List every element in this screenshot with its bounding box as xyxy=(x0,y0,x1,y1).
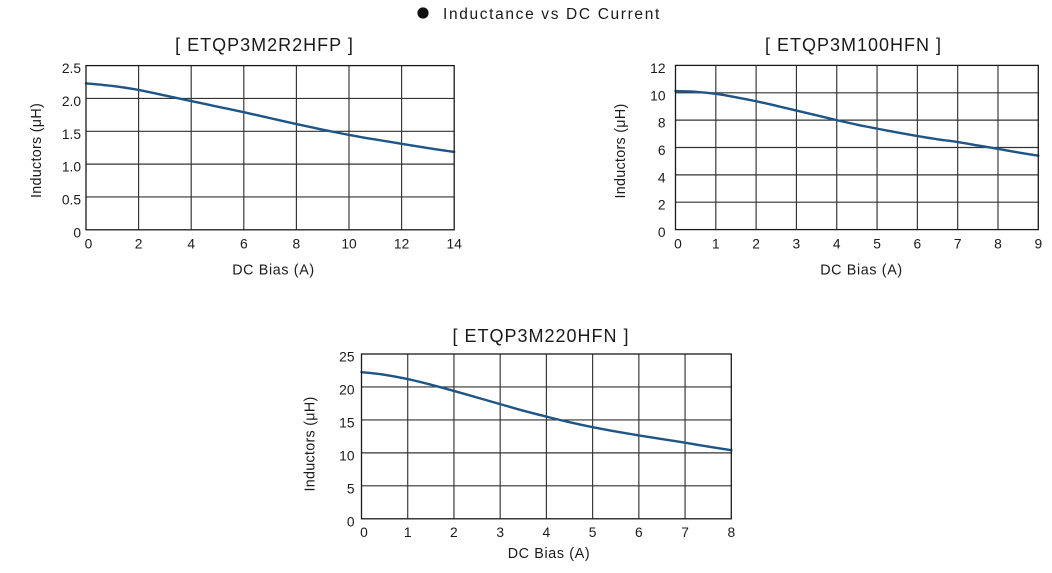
svg-text:DC Bias (A): DC Bias (A) xyxy=(508,546,591,562)
svg-text:[ ETQP3M220HFN ]: [ ETQP3M220HFN ] xyxy=(452,326,629,346)
svg-text:0: 0 xyxy=(674,236,682,251)
svg-text:4: 4 xyxy=(658,170,666,185)
svg-text:12: 12 xyxy=(394,236,409,251)
svg-text:6: 6 xyxy=(658,143,666,158)
svg-text:[ ETQP3M100HFN ]: [ ETQP3M100HFN ] xyxy=(765,35,942,55)
svg-text:0: 0 xyxy=(658,225,666,240)
svg-text:15: 15 xyxy=(339,415,355,430)
svg-text:0: 0 xyxy=(85,236,93,251)
svg-text:12: 12 xyxy=(650,61,665,76)
svg-text:1: 1 xyxy=(712,236,720,251)
svg-text:6: 6 xyxy=(635,525,643,540)
svg-text:2.5: 2.5 xyxy=(62,61,82,76)
svg-text:2: 2 xyxy=(658,198,666,213)
svg-text:5: 5 xyxy=(589,525,597,540)
svg-text:10: 10 xyxy=(339,448,355,463)
svg-text:DC Bias (A): DC Bias (A) xyxy=(820,263,903,279)
svg-text:Inductors (μH): Inductors (μH) xyxy=(303,396,319,491)
svg-text:4: 4 xyxy=(187,236,195,251)
svg-text:0: 0 xyxy=(73,225,81,240)
svg-text:8: 8 xyxy=(727,525,735,540)
svg-text:9: 9 xyxy=(1034,236,1042,251)
svg-text:6: 6 xyxy=(914,236,922,251)
svg-text:8: 8 xyxy=(994,236,1002,251)
svg-text:0: 0 xyxy=(347,514,355,529)
svg-text:1: 1 xyxy=(404,525,412,540)
svg-text:1.5: 1.5 xyxy=(62,127,82,142)
svg-text:2: 2 xyxy=(450,525,458,540)
svg-text:0: 0 xyxy=(360,525,368,540)
svg-text:4: 4 xyxy=(833,236,841,251)
svg-text:3: 3 xyxy=(793,236,801,251)
svg-text:Inductors (μH): Inductors (μH) xyxy=(29,103,45,198)
svg-text:20: 20 xyxy=(339,383,355,398)
svg-text:4: 4 xyxy=(543,525,551,540)
svg-text:7: 7 xyxy=(681,525,689,540)
svg-text:8: 8 xyxy=(658,116,666,131)
svg-text:[ ETQP3M2R2HFP ]: [ ETQP3M2R2HFP ] xyxy=(175,35,354,55)
svg-text:0.5: 0.5 xyxy=(62,193,82,208)
svg-text:10: 10 xyxy=(341,236,357,251)
svg-text:8: 8 xyxy=(293,236,301,251)
svg-text:DC Bias (A): DC Bias (A) xyxy=(232,263,315,279)
svg-text:5: 5 xyxy=(873,236,881,251)
svg-text:14: 14 xyxy=(447,236,463,251)
svg-text:10: 10 xyxy=(650,88,666,103)
svg-text:Inductors (μH): Inductors (μH) xyxy=(613,103,629,198)
svg-text:6: 6 xyxy=(240,236,248,251)
svg-text:7: 7 xyxy=(954,236,962,251)
svg-text:3: 3 xyxy=(496,525,504,540)
svg-text:2.0: 2.0 xyxy=(62,94,82,109)
svg-text:5: 5 xyxy=(347,481,355,496)
svg-text:2: 2 xyxy=(135,236,143,251)
svg-text:2: 2 xyxy=(752,236,760,251)
svg-text:Inductance vs DC Current: Inductance vs DC Current xyxy=(443,6,661,23)
svg-text:1.0: 1.0 xyxy=(62,160,82,175)
svg-text:25: 25 xyxy=(339,350,355,365)
